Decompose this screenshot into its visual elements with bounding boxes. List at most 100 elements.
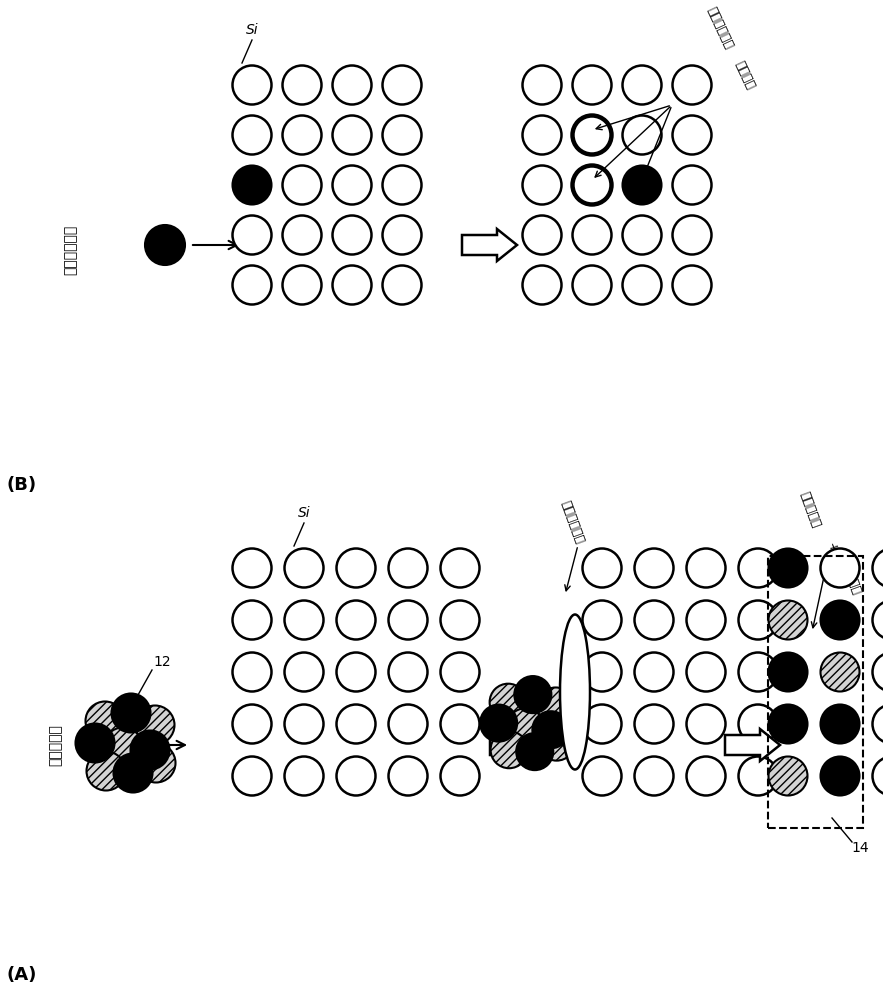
Circle shape [572,265,612,304]
Circle shape [623,265,661,304]
Circle shape [572,165,612,205]
Circle shape [623,66,661,104]
Circle shape [686,652,726,692]
Circle shape [820,600,859,640]
Circle shape [284,756,323,796]
Circle shape [768,600,807,640]
Circle shape [686,756,726,796]
Circle shape [284,600,323,640]
Circle shape [768,652,807,692]
Circle shape [537,687,574,725]
Circle shape [232,600,271,640]
FancyArrow shape [490,729,545,761]
Circle shape [635,704,674,744]
Circle shape [232,704,271,744]
Text: 原子侵入: 原子侵入 [733,59,758,91]
Circle shape [583,652,622,692]
Circle shape [135,706,175,744]
Circle shape [232,756,271,796]
Circle shape [333,66,372,104]
Circle shape [583,548,622,587]
Circle shape [768,548,807,587]
Circle shape [673,265,712,304]
Circle shape [738,756,778,796]
Circle shape [389,704,427,744]
Circle shape [131,730,170,770]
Circle shape [768,704,807,744]
Circle shape [514,676,551,713]
Text: Si: Si [245,23,259,37]
Circle shape [872,756,883,796]
Circle shape [441,756,479,796]
Circle shape [333,115,372,154]
Circle shape [389,548,427,587]
Circle shape [441,652,479,692]
Circle shape [232,548,271,587]
Circle shape [635,548,674,587]
Circle shape [232,115,271,154]
Circle shape [232,66,271,104]
Circle shape [738,704,778,744]
Circle shape [333,165,372,205]
Circle shape [523,115,562,154]
Circle shape [583,756,622,796]
Circle shape [382,115,421,154]
Circle shape [389,600,427,640]
Circle shape [523,165,562,205]
Circle shape [872,548,883,587]
Circle shape [137,744,176,782]
Text: 单体离子注入: 单体离子注入 [63,225,77,275]
Circle shape [872,600,883,640]
FancyArrow shape [725,729,780,761]
Circle shape [76,724,115,762]
Circle shape [583,600,622,640]
Circle shape [538,724,575,761]
Circle shape [673,115,712,154]
Text: (A): (A) [7,966,37,984]
Circle shape [872,704,883,744]
Circle shape [517,733,554,770]
Circle shape [232,265,271,304]
Circle shape [820,704,859,744]
Circle shape [283,165,321,205]
FancyArrow shape [462,229,517,261]
Circle shape [389,756,427,796]
Text: 瞬间高温状态: 瞬间高温状态 [558,499,585,545]
Circle shape [441,704,479,744]
Circle shape [686,548,726,587]
Circle shape [145,225,185,265]
Circle shape [635,652,674,692]
Circle shape [572,216,612,254]
Circle shape [872,652,883,692]
Circle shape [114,754,153,793]
Circle shape [623,216,661,254]
Text: 12: 12 [153,655,170,669]
Circle shape [333,216,372,254]
Circle shape [491,731,528,768]
Circle shape [441,548,479,587]
Circle shape [686,704,726,744]
Circle shape [480,705,517,742]
Circle shape [768,756,807,796]
Circle shape [686,600,726,640]
Ellipse shape [560,614,590,770]
Circle shape [572,66,612,104]
Circle shape [583,704,622,744]
Text: Si: Si [298,506,310,520]
Circle shape [86,702,125,740]
Circle shape [507,708,544,745]
Circle shape [673,216,712,254]
Circle shape [283,265,321,304]
Circle shape [523,66,562,104]
Circle shape [284,704,323,744]
Circle shape [87,752,125,790]
Circle shape [283,115,321,154]
Circle shape [336,548,375,587]
Circle shape [623,165,661,205]
Circle shape [738,548,778,587]
Circle shape [111,694,150,732]
Circle shape [336,704,375,744]
Circle shape [389,652,427,692]
Circle shape [283,216,321,254]
Circle shape [623,115,661,154]
